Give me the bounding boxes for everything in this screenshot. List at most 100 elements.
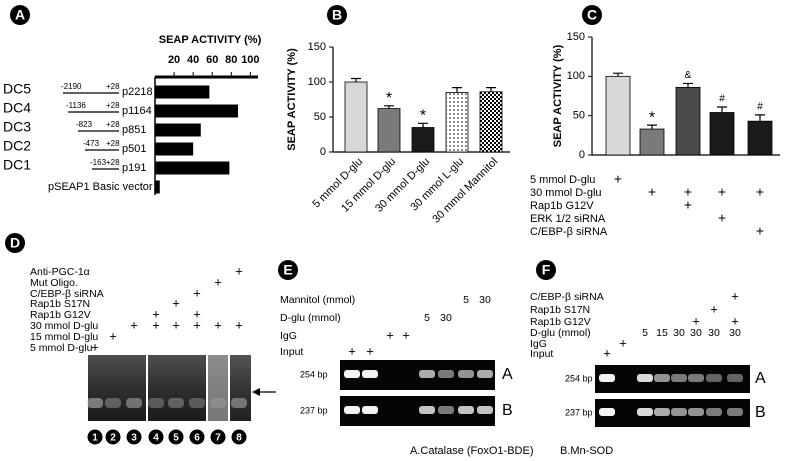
lane-number: 3 [131,433,137,444]
lane-badge [87,429,103,445]
bar [344,81,368,153]
construct-end: +28 [106,82,120,91]
construct-name: DC1 [3,157,31,173]
condition-label: C/EBP-β siRNA [30,288,104,300]
condition-mark: + [130,317,138,332]
condition-mark: + [619,335,627,350]
condition-mark: + [193,306,201,321]
condition-label: 5 mmol D-glu [530,174,595,186]
condition-mark: 30 [479,294,491,306]
error-bar [755,114,765,122]
condition-mark: + [109,328,117,343]
condition-mark: + [214,274,222,289]
condition-mark: 30 [690,327,702,339]
category-label: pSEAP1 Basic vector [48,181,153,193]
x-tick-label: 80 [225,54,237,66]
lane-badge [210,429,226,445]
condition-mark: 15 [656,327,668,339]
construct-name: DC5 [3,81,31,97]
y-tick-label: 150 [308,41,326,53]
lane-badge [105,429,121,445]
gel-shade [230,355,251,421]
bar [155,161,230,175]
condition-mark: 5 [642,327,648,339]
gel-band [671,374,687,382]
error-bar [351,77,361,82]
gel-band [210,398,226,408]
gel-band [344,370,360,378]
condition-mark: + [172,317,180,332]
error-bar [683,82,693,88]
lane-number: 4 [153,433,159,444]
panel-badge [10,5,30,25]
band-size: 254 bp [300,369,328,379]
panel-badge [327,5,347,25]
condition-mark: + [193,317,201,332]
caption: A.Catalase (FoxO1-BDE) [410,445,533,457]
error-bar [613,72,623,77]
construct-start: -473 [83,139,100,148]
gel-band [362,370,378,378]
gel-band [727,374,743,382]
lane-badge [148,429,164,445]
significance-mark: # [757,102,763,113]
condition-mark: + [152,317,160,332]
band-name: B [502,402,513,419]
significance-mark: # [719,94,725,105]
condition-label: 5 mmol D-glu [30,342,93,354]
condition-mark: + [152,306,160,321]
band-size: 237 bp [300,405,328,415]
bar [155,123,201,137]
error-bar [384,105,394,109]
gel-shade [148,355,206,421]
band-name: B [755,404,766,421]
condition-mark: + [91,339,99,354]
condition-mark: + [684,197,692,213]
condition-label: Rap1b S17N [30,298,90,310]
panel-label: B [332,7,342,23]
condition-mark: + [614,171,622,187]
x-tick-label: 40 [187,54,199,66]
gel-band [419,406,435,414]
error-bar [717,106,727,113]
condition-mark: + [193,285,201,300]
gel-band [706,374,722,382]
error-bar [486,87,496,92]
panel-label: D [10,235,20,251]
condition-mark: + [731,313,739,328]
gel-band [688,408,704,416]
condition-label: 15 mmol D-glu [30,331,98,343]
condition-mark: + [756,184,764,200]
condition-mark: 30 [440,312,452,324]
condition-mark: + [386,327,394,342]
category-label: p191 [122,162,146,174]
condition-label: C/EBP-β siRNA [530,291,604,303]
band-size: 237 bp [565,407,593,417]
lane-number: 5 [173,433,179,444]
condition-mark: + [172,295,180,310]
gel-shade [208,355,228,421]
gel-band [599,408,615,416]
condition-mark: + [214,317,222,332]
lane-number: 6 [194,433,200,444]
gel-band [87,398,103,408]
construct-name: DC4 [3,100,31,116]
arrow-head [252,388,260,396]
gel-band [458,370,474,378]
condition-mark: + [718,210,726,226]
lane-badge [168,429,184,445]
bar [747,120,773,156]
bar [155,85,210,99]
panel-label: F [542,262,551,278]
gel-shade [88,355,146,421]
panel-label: E [283,262,292,278]
construct-end: +28 [106,120,120,129]
gel-band [168,398,184,408]
band-name: A [755,370,766,387]
y-axis-label: SEAP ACTIVITY (%) [552,44,564,147]
condition-label: ERK 1/2 siRNA [530,213,606,225]
panel-badge [278,260,298,280]
gel-band [105,398,121,408]
bar [377,108,401,153]
condition-mark: 30 [729,327,741,339]
